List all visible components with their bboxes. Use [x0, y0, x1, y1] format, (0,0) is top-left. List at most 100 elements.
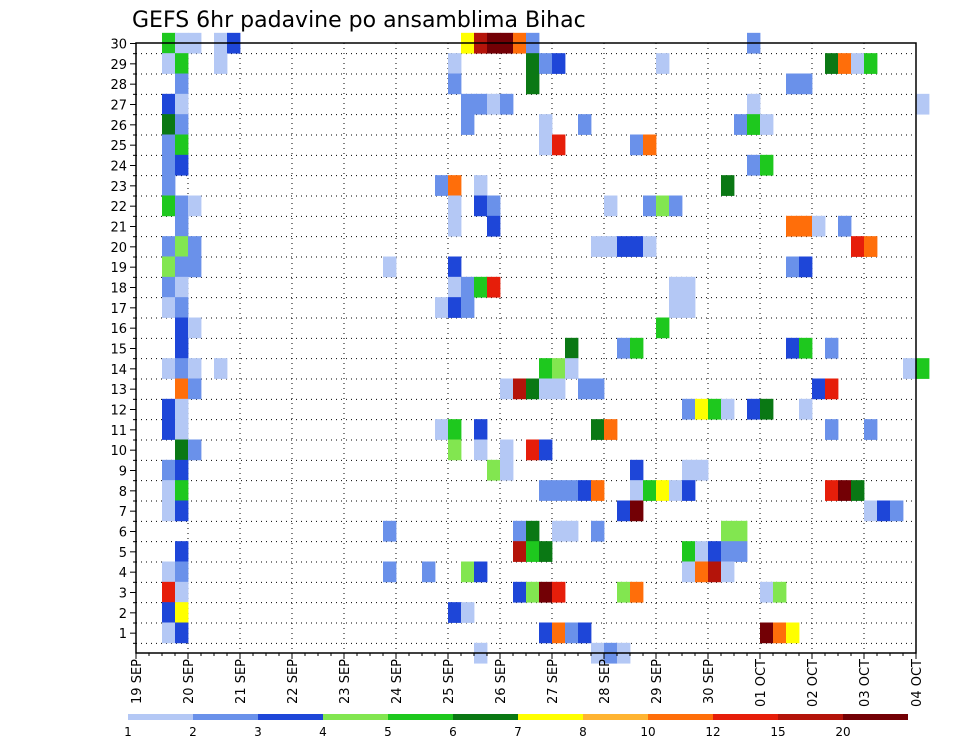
heatmap-cell [682, 297, 696, 318]
heatmap-cell [526, 541, 540, 562]
heatmap-cell [448, 73, 462, 95]
heatmap-cell [513, 378, 527, 400]
y-tick-label: 18 [110, 282, 127, 297]
heatmap-cell [500, 378, 514, 400]
heatmap-cell [162, 602, 176, 623]
heatmap-cell [526, 439, 540, 461]
heatmap-cell [552, 622, 566, 644]
legend-label: 12 [705, 725, 720, 739]
heatmap-cell [188, 358, 202, 379]
heatmap-cell [461, 602, 475, 623]
heatmap-cell [175, 561, 189, 583]
heatmap-cell [825, 480, 839, 501]
heatmap-cell [461, 93, 475, 115]
heatmap-cell [721, 541, 735, 562]
heatmap-cell [825, 378, 839, 400]
heatmap-cell [162, 500, 176, 522]
heatmap-cell [162, 154, 176, 176]
heatmap-cell [162, 358, 176, 379]
heatmap-cell [604, 195, 618, 217]
heatmap-cell [526, 520, 540, 542]
legend-swatch [453, 714, 518, 720]
heatmap-cell [578, 114, 592, 135]
heatmap-cell [591, 480, 605, 501]
heatmap-cell [175, 236, 189, 257]
heatmap-cell [734, 520, 748, 542]
legend-label: 7 [514, 725, 522, 739]
heatmap-cell [175, 215, 189, 237]
x-tick-label: 20 SEP [182, 659, 197, 704]
heatmap-cell [552, 581, 566, 603]
legend-label: 1 [124, 725, 132, 739]
x-tick-label: 25 SEP [442, 659, 457, 704]
heatmap-cell [539, 114, 553, 135]
heatmap-cell [630, 134, 644, 156]
heatmap-cell [617, 500, 631, 522]
x-tick-label: 21 SEP [234, 659, 249, 704]
y-tick-label: 11 [110, 424, 127, 439]
heatmap-cells [162, 32, 930, 664]
heatmap-cell [500, 459, 514, 481]
heatmap-cell [448, 297, 462, 318]
heatmap-cell [851, 53, 865, 74]
heatmap-cell [721, 561, 735, 583]
heatmap-cell [435, 419, 449, 440]
heatmap-cell [877, 500, 891, 522]
heatmap-cell [604, 236, 618, 257]
heatmap-cell [825, 419, 839, 440]
heatmap-cell [760, 622, 774, 644]
heatmap-cell [539, 358, 553, 379]
heatmap-cell [188, 378, 202, 400]
heatmap-cell [383, 561, 397, 583]
heatmap-cell [175, 114, 189, 135]
y-tick-label: 5 [119, 546, 127, 561]
heatmap-cell [760, 154, 774, 176]
heatmap-cell [851, 480, 865, 501]
heatmap-cell [799, 256, 813, 278]
y-tick-label: 20 [110, 241, 127, 256]
y-tick-label: 3 [119, 587, 127, 602]
heatmap-cell [474, 419, 488, 440]
y-tick-label: 29 [110, 58, 127, 73]
heatmap-cell [448, 195, 462, 217]
heatmap-cell [630, 480, 644, 501]
heatmap-cell [188, 317, 202, 339]
heatmap-cell [162, 622, 176, 644]
heatmap-cell [552, 480, 566, 501]
heatmap-cell [487, 276, 501, 298]
x-tick-label: 30 SEP [702, 659, 717, 704]
heatmap-cell [578, 378, 592, 400]
legend-label: 6 [449, 725, 457, 739]
heatmap-cell [786, 256, 800, 278]
heatmap-cell [435, 175, 449, 196]
heatmap-cell [643, 480, 657, 501]
heatmap-cell [175, 154, 189, 176]
heatmap-cell [487, 195, 501, 217]
heatmap-cell [747, 114, 761, 135]
heatmap-cell [188, 439, 202, 461]
heatmap-cell [630, 581, 644, 603]
heatmap-cell [552, 358, 566, 379]
heatmap-cell [474, 439, 488, 461]
legend-label: 3 [254, 725, 262, 739]
heatmap-cell [175, 73, 189, 95]
legend-swatch [258, 714, 323, 720]
heatmap-cell [513, 520, 527, 542]
x-tick-label: 26 SEP [494, 659, 509, 704]
heatmap-cell [175, 358, 189, 379]
heatmap-cell [539, 581, 553, 603]
heatmap-cell [617, 236, 631, 257]
heatmap-cell [539, 134, 553, 156]
heatmap-cell [786, 337, 800, 359]
heatmap-cell [175, 419, 189, 440]
x-tick-label: 19 SEP [130, 659, 145, 704]
heatmap-cell [487, 459, 501, 481]
heatmap-cell [539, 53, 553, 74]
y-tick-label: 28 [110, 78, 127, 93]
y-tick-label: 24 [110, 160, 127, 175]
heatmap-cell [721, 398, 735, 420]
heatmap-cell [474, 93, 488, 115]
heatmap-cell [474, 561, 488, 583]
y-tick-label: 17 [110, 302, 127, 317]
